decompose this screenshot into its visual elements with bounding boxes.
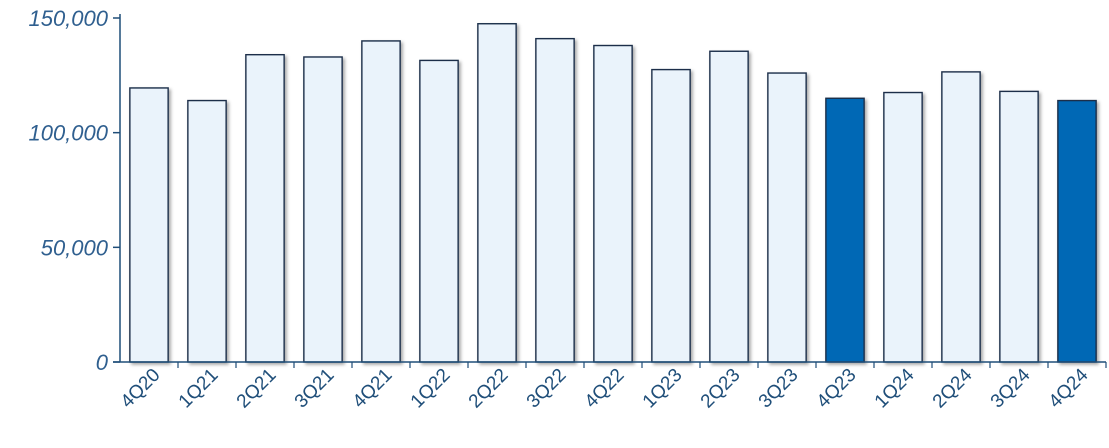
bar-3Q24 xyxy=(999,90,1039,363)
x-axis-labels: 4Q20 1Q21 2Q21 3Q21 4Q21 1Q22 2Q22 3Q22 4Q22 1Q23… xyxy=(117,364,1093,412)
x-tick-label: 1Q23 xyxy=(639,365,687,413)
bar-4Q20 xyxy=(129,87,169,363)
bar-4Q21 xyxy=(361,40,401,363)
x-tick-label: 2Q24 xyxy=(929,364,977,412)
axes xyxy=(113,14,1107,368)
y-axis-ticks: 0 50,000 100,000 150,000 xyxy=(28,6,120,375)
x-tick-label: 1Q24 xyxy=(871,364,919,412)
x-tick-label: 1Q21 xyxy=(175,365,223,413)
bar-2Q22 xyxy=(477,23,517,363)
y-tick-label: 150,000 xyxy=(28,6,108,31)
bar-1Q21 xyxy=(187,99,227,363)
bar-4Q24 xyxy=(1057,99,1097,363)
bar-4Q23 xyxy=(825,97,865,363)
bar-1Q24 xyxy=(883,91,923,363)
x-tick-label: 2Q21 xyxy=(233,365,281,413)
x-tick-label: 2Q22 xyxy=(465,365,513,413)
bar-3Q23 xyxy=(767,72,807,363)
x-tick-label: 4Q21 xyxy=(349,365,397,413)
y-tick-label: 100,000 xyxy=(28,121,108,146)
bars-group xyxy=(129,23,1097,363)
bar-2Q21 xyxy=(245,53,285,363)
x-tick-label: 3Q23 xyxy=(755,365,803,413)
x-tick-label: 4Q24 xyxy=(1045,364,1093,412)
bar-3Q22 xyxy=(535,37,575,363)
x-tick-label: 3Q24 xyxy=(987,364,1035,412)
x-tick-label: 4Q22 xyxy=(581,365,629,413)
bar-4Q22 xyxy=(593,44,633,363)
bar-1Q23 xyxy=(651,68,691,363)
bar-1Q22 xyxy=(419,59,459,363)
x-tick-label: 1Q22 xyxy=(407,365,455,413)
bar-2Q23 xyxy=(709,50,749,363)
x-tick-label: 4Q20 xyxy=(117,365,165,413)
y-tick-label: 0 xyxy=(96,350,109,375)
x-tick-label: 2Q23 xyxy=(697,365,745,413)
x-tick-label: 3Q22 xyxy=(523,365,571,413)
bar-2Q24 xyxy=(941,71,981,363)
x-tick-label: 3Q21 xyxy=(291,365,339,413)
y-tick-label: 50,000 xyxy=(41,235,109,260)
x-tick-label: 4Q23 xyxy=(813,365,861,413)
bar-3Q21 xyxy=(303,56,343,363)
